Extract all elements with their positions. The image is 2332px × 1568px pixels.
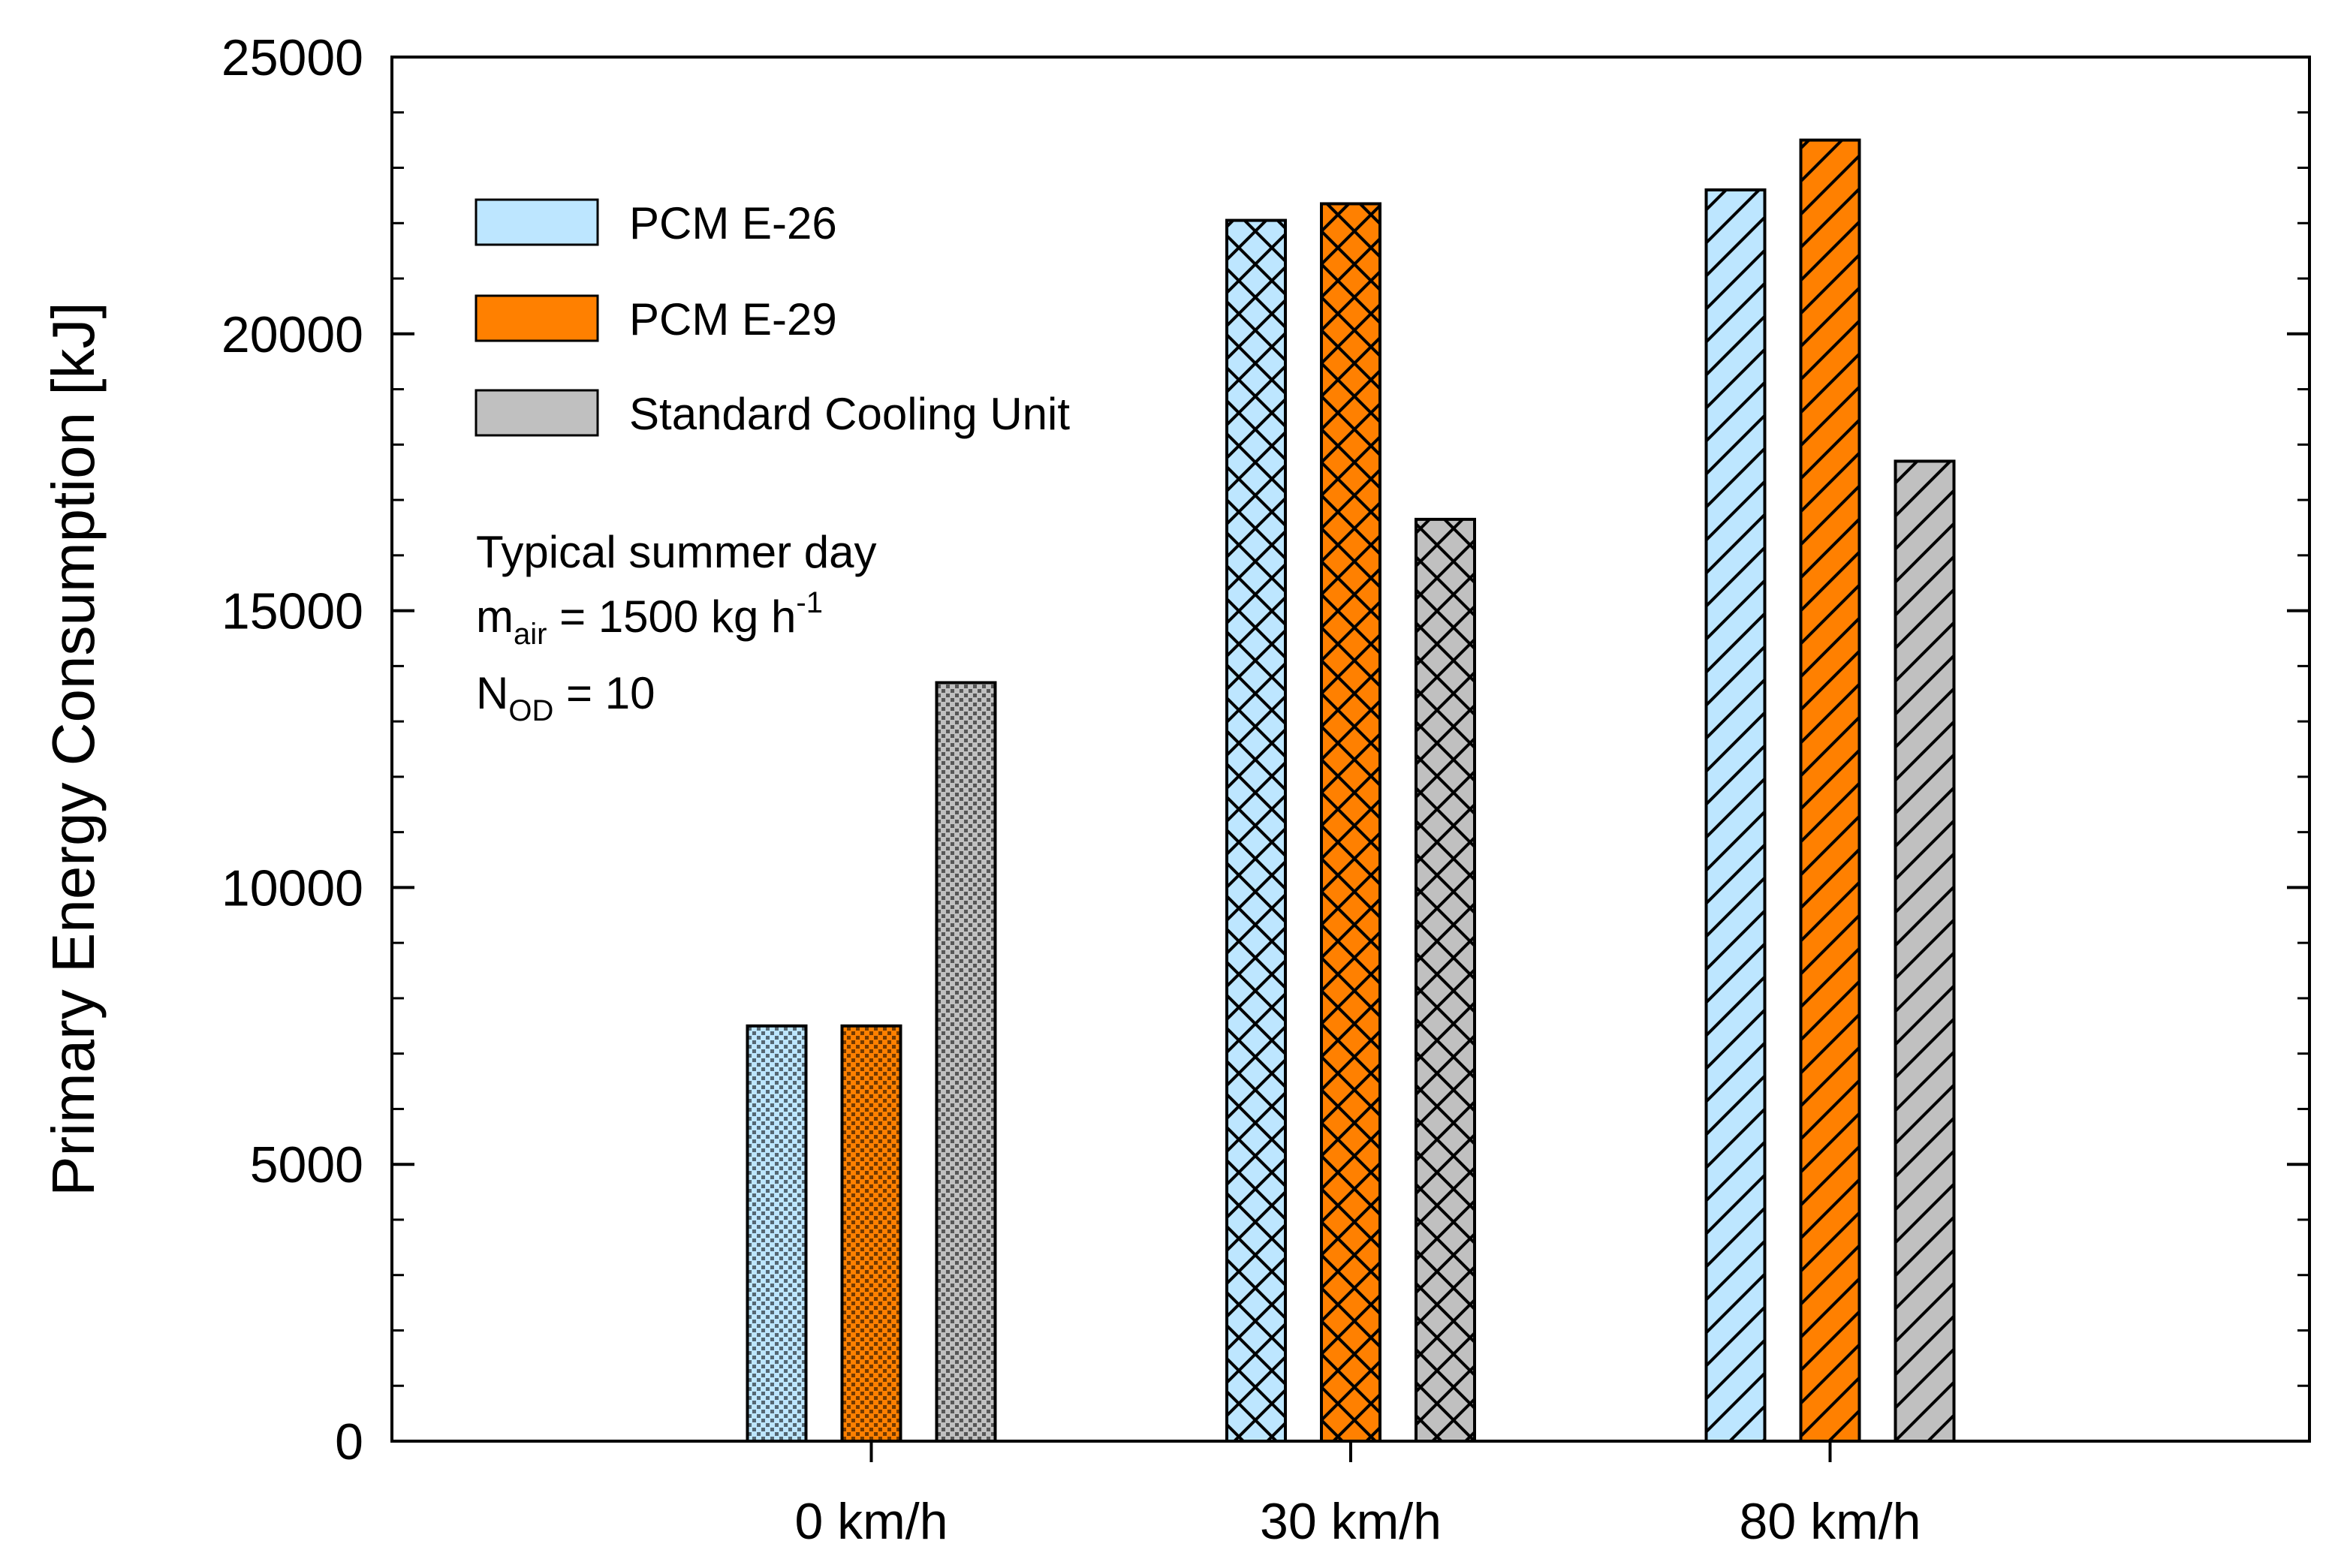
y-tick-label: 25000	[221, 29, 363, 86]
bars	[746, 138, 1956, 1443]
bar-pcm-e-26	[1225, 218, 1287, 1443]
y-tick-label: 10000	[221, 859, 363, 916]
legend: PCM E-26 PCM E-29 Standard Cooling Unit	[475, 198, 1070, 439]
annotation-line-2: mair = 1500 kg h-1	[476, 586, 823, 651]
y-tick-label: 0	[335, 1413, 363, 1470]
legend-swatch-pcm-e26	[475, 198, 599, 246]
legend-swatch-pcm-e29	[475, 294, 599, 342]
legend-label-standard-cooling-unit: Standard Cooling Unit	[629, 389, 1070, 439]
x-category-label: 0 km/h	[794, 1493, 948, 1550]
y-axis-title: Primary Energy Consumption [kJ]	[40, 302, 107, 1196]
bar-standard-cooling-unit	[935, 681, 997, 1443]
bar-pcm-e-26	[746, 1024, 808, 1443]
legend-item-pcm-e26: PCM E-26	[475, 198, 837, 248]
bar-standard-cooling-unit	[1894, 459, 1956, 1443]
bar-pcm-e-29	[840, 1024, 902, 1443]
y-tick-label: 5000	[250, 1136, 363, 1193]
legend-label-pcm-e29: PCM E-29	[629, 294, 837, 345]
legend-item-standard-cooling-unit: Standard Cooling Unit	[475, 389, 1070, 439]
bar-pcm-e-29	[1320, 202, 1381, 1443]
legend-swatch-standard-cooling-unit	[475, 389, 599, 437]
annotation-line-3: NOD = 10	[476, 668, 655, 727]
x-axis: 0 km/h 30 km/h 80 km/h	[794, 1441, 1921, 1550]
bar-pcm-e-26	[1704, 188, 1767, 1443]
annotation: Typical summer day mair = 1500 kg h-1 NO…	[476, 527, 877, 727]
bar-pcm-e-29	[1799, 138, 1861, 1443]
y-tick-label: 20000	[221, 306, 363, 363]
annotation-line-1: Typical summer day	[476, 527, 877, 577]
x-category-label: 30 km/h	[1260, 1493, 1442, 1550]
bar-standard-cooling-unit	[1415, 517, 1476, 1443]
x-category-label: 80 km/h	[1740, 1493, 1921, 1550]
legend-item-pcm-e29: PCM E-29	[475, 294, 837, 345]
legend-label-pcm-e26: PCM E-26	[629, 198, 837, 248]
y-axis: 0 5000 10000 15000 20000 25000	[221, 29, 2309, 1470]
y-tick-label: 15000	[221, 583, 363, 640]
